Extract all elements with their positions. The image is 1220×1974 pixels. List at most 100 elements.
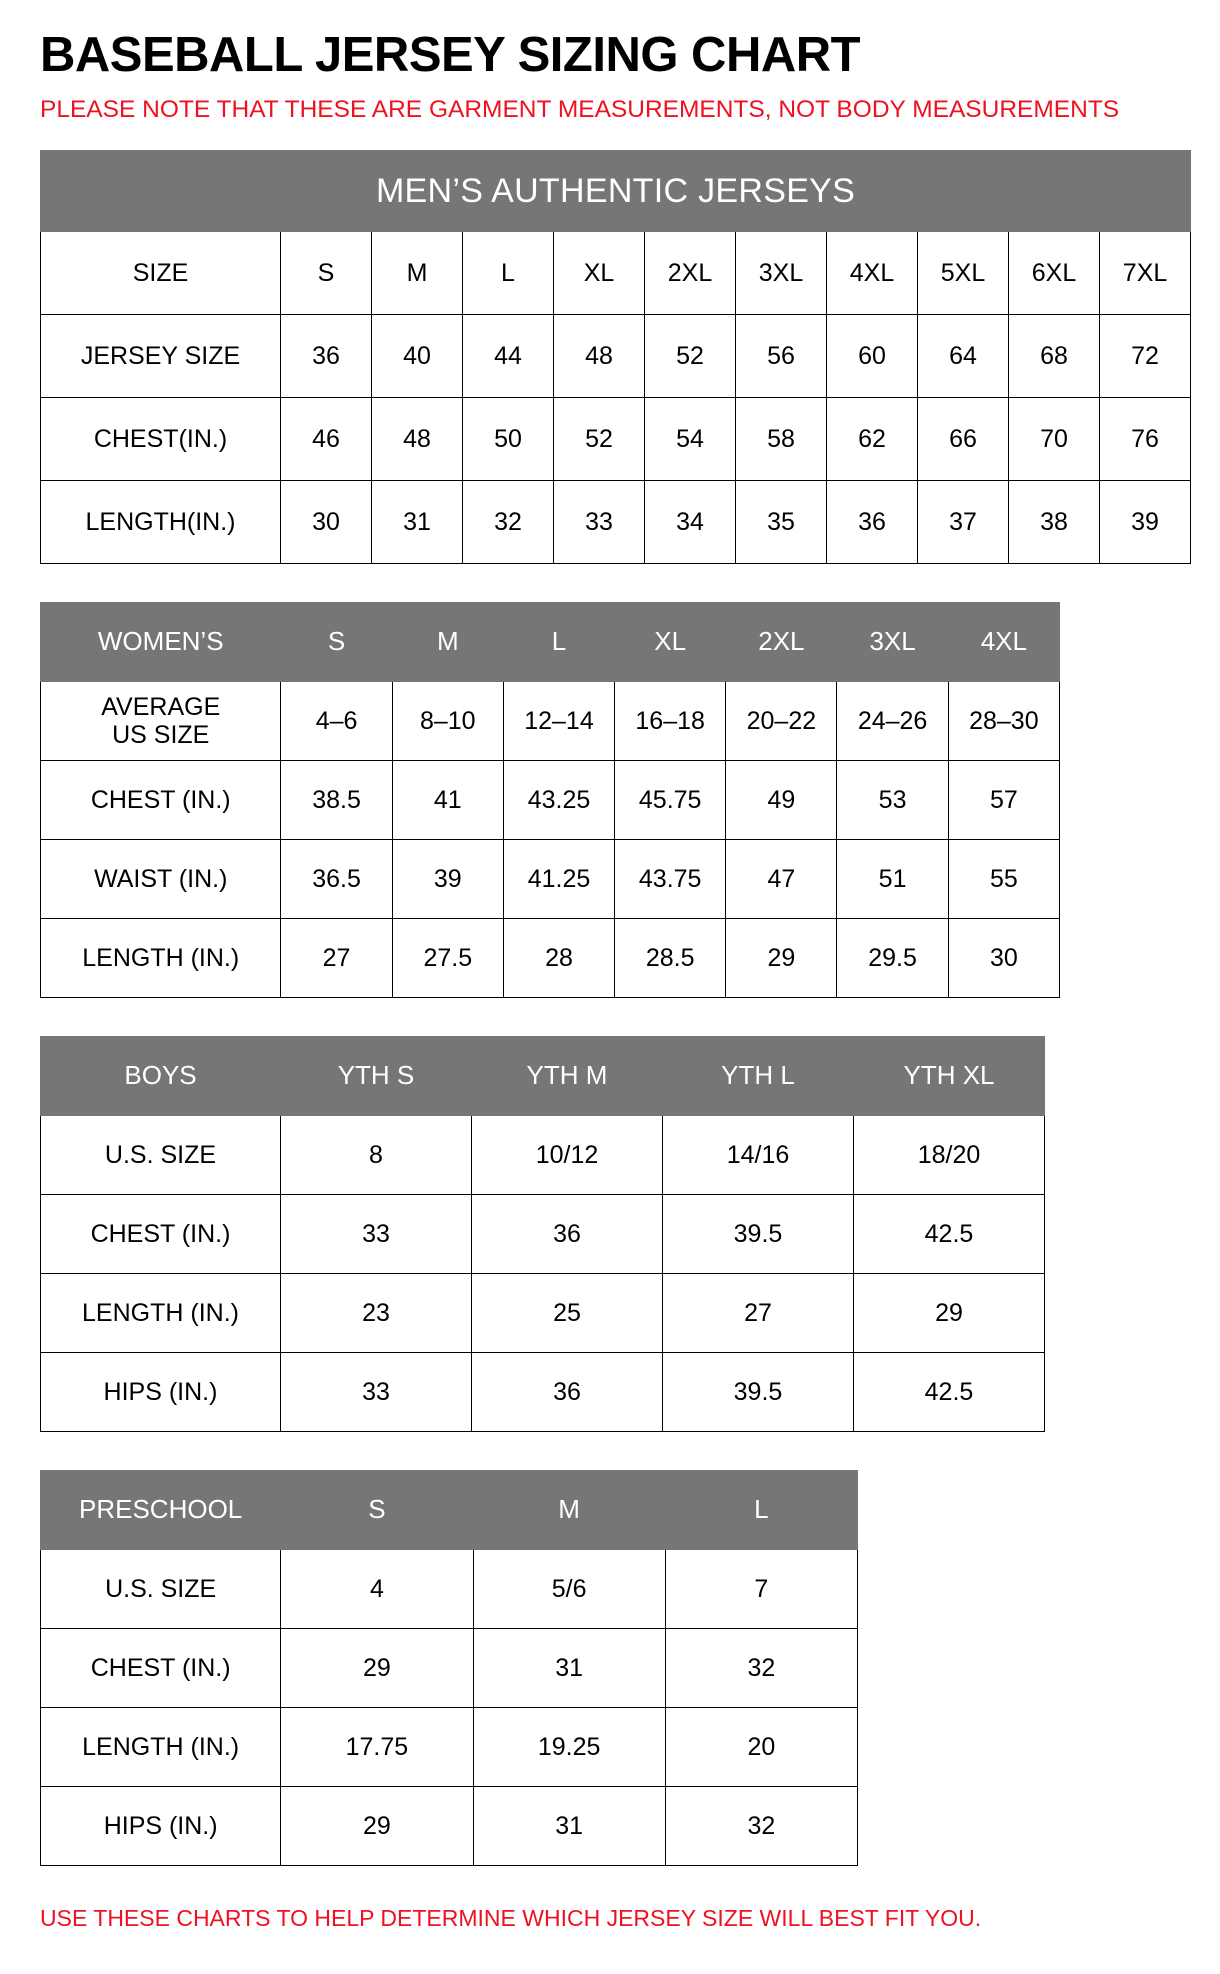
table-row: AVERAGE US SIZE 4–6 8–10 12–14 16–18 20–…	[39, 681, 1061, 762]
mens-cell: 48	[553, 314, 645, 399]
table-row: CHEST(IN.) 46 48 50 52 54 58 62 66 70 76	[40, 397, 1192, 482]
boys-cell: 36	[471, 1194, 663, 1275]
boys-row-label: LENGTH (IN.)	[40, 1273, 281, 1354]
mens-col-header: S	[280, 231, 372, 316]
table-row: JERSEY SIZE 36 40 44 48 52 56 60 64 68 7…	[40, 314, 1192, 399]
boys-cell: 27	[662, 1273, 854, 1354]
mens-cell: 76	[1098, 397, 1192, 482]
preschool-cell: 17.75	[280, 1707, 474, 1788]
womens-cell: 55	[947, 839, 1061, 920]
womens-cell: 29.5	[836, 918, 949, 999]
mens-cell: 32	[462, 480, 554, 565]
womens-cell: 47	[725, 839, 838, 920]
boys-cell: 33	[280, 1352, 472, 1433]
mens-row-label: LENGTH(IN.)	[40, 480, 281, 565]
womens-cell: 30	[947, 918, 1061, 999]
mens-cell: 56	[735, 314, 827, 399]
mens-cell: 31	[371, 480, 463, 565]
boys-sizing-table: BOYS YTH S YTH M YTH L YTH XL U.S. SIZE …	[40, 1036, 1045, 1433]
womens-cell: 12–14	[502, 681, 616, 762]
mens-cell: 48	[371, 397, 463, 482]
table-row: WAIST (IN.) 36.5 39 41.25 43.75 47 51 55	[39, 839, 1061, 920]
footer-note: USE THESE CHARTS TO HELP DETERMINE WHICH…	[40, 1905, 982, 1932]
womens-cell: 43.75	[614, 839, 727, 920]
mens-cell: 38	[1008, 480, 1100, 565]
mens-cell: 66	[917, 397, 1009, 482]
table-row: CHEST (IN.) 29 31 32	[39, 1628, 859, 1709]
preschool-cell: 29	[280, 1786, 474, 1867]
preschool-cell: 31	[472, 1628, 666, 1709]
womens-col-header: L	[502, 602, 616, 683]
mens-cell: 72	[1098, 314, 1192, 399]
table-row: CHEST (IN.) 33 36 39.5 42.5	[40, 1194, 1045, 1275]
womens-cell: 29	[725, 918, 838, 999]
mens-col-header: 2XL	[644, 231, 736, 316]
boys-cell: 23	[280, 1273, 472, 1354]
mens-cell: 30	[280, 480, 372, 565]
womens-cell: 28	[502, 918, 616, 999]
preschool-cell: 32	[664, 1786, 859, 1867]
womens-sizing-table: WOMEN’S S M L XL 2XL 3XL 4XL AVERAGE US …	[39, 602, 1061, 999]
preschool-cell: 32	[664, 1628, 859, 1709]
mens-cell: 60	[826, 314, 918, 399]
womens-header-row: WOMEN’S S M L XL 2XL 3XL 4XL	[39, 602, 1061, 683]
womens-cell: 24–26	[836, 681, 949, 762]
womens-cell: 8–10	[391, 681, 504, 762]
mens-cell: 40	[371, 314, 463, 399]
mens-col-header: 6XL	[1008, 231, 1100, 316]
womens-row-label-line2: US SIZE	[112, 721, 210, 750]
boys-row-label: HIPS (IN.)	[40, 1352, 281, 1433]
preschool-row-label: U.S. SIZE	[39, 1549, 282, 1630]
mens-cell: 34	[644, 480, 736, 565]
womens-row-label: AVERAGE US SIZE	[39, 681, 282, 762]
boys-col-header: YTH M	[471, 1036, 663, 1117]
boys-cell: 42.5	[853, 1352, 1045, 1433]
boys-col-header: YTH L	[662, 1036, 854, 1117]
boys-col-header: YTH XL	[853, 1036, 1045, 1117]
table-row: HIPS (IN.) 33 36 39.5 42.5	[40, 1352, 1045, 1433]
preschool-row-label: HIPS (IN.)	[39, 1786, 282, 1867]
mens-col-header: L	[462, 231, 554, 316]
preschool-cell: 31	[472, 1786, 666, 1867]
womens-col-header: M	[391, 602, 504, 683]
womens-cell: 41.25	[502, 839, 616, 920]
table-row: LENGTH (IN.) 23 25 27 29	[40, 1273, 1045, 1354]
womens-corner-label: WOMEN’S	[39, 602, 282, 683]
mens-col-header: 4XL	[826, 231, 918, 316]
mens-cell: 39	[1098, 480, 1192, 565]
womens-row-label-line1: AVERAGE	[101, 693, 221, 722]
mens-cell: 36	[826, 480, 918, 565]
mens-cell: 58	[735, 397, 827, 482]
mens-cell: 50	[462, 397, 554, 482]
boys-cell: 36	[471, 1352, 663, 1433]
table-row: LENGTH (IN.) 17.75 19.25 20	[39, 1707, 859, 1788]
womens-row-label: WAIST (IN.)	[39, 839, 282, 920]
womens-cell: 49	[725, 760, 838, 841]
mens-table-banner-row: MEN’S AUTHENTIC JERSEYS	[39, 150, 1192, 233]
mens-row-label: JERSEY SIZE	[40, 314, 281, 399]
preschool-col-header: M	[472, 1470, 666, 1551]
preschool-cell: 7	[664, 1549, 859, 1630]
preschool-header-row: PRESCHOOL S M L	[39, 1470, 859, 1551]
preschool-cell: 29	[280, 1628, 474, 1709]
mens-cell: 62	[826, 397, 918, 482]
womens-cell: 57	[947, 760, 1061, 841]
preschool-cell: 19.25	[472, 1707, 666, 1788]
womens-cell: 28–30	[947, 681, 1061, 762]
womens-cell: 43.25	[502, 760, 616, 841]
boys-cell: 42.5	[853, 1194, 1045, 1275]
boys-cell: 39.5	[662, 1194, 854, 1275]
boys-cell: 29	[853, 1273, 1045, 1354]
boys-col-header: YTH S	[280, 1036, 472, 1117]
boys-row-label: U.S. SIZE	[40, 1115, 281, 1196]
preschool-cell: 4	[280, 1549, 474, 1630]
womens-cell: 39	[391, 839, 504, 920]
womens-cell: 36.5	[280, 839, 393, 920]
mens-col-header: M	[371, 231, 463, 316]
boys-corner-label: BOYS	[40, 1036, 281, 1117]
preschool-row-label: LENGTH (IN.)	[39, 1707, 282, 1788]
mens-col-header: 3XL	[735, 231, 827, 316]
boys-cell: 10/12	[471, 1115, 663, 1196]
boys-row-label: CHEST (IN.)	[40, 1194, 281, 1275]
